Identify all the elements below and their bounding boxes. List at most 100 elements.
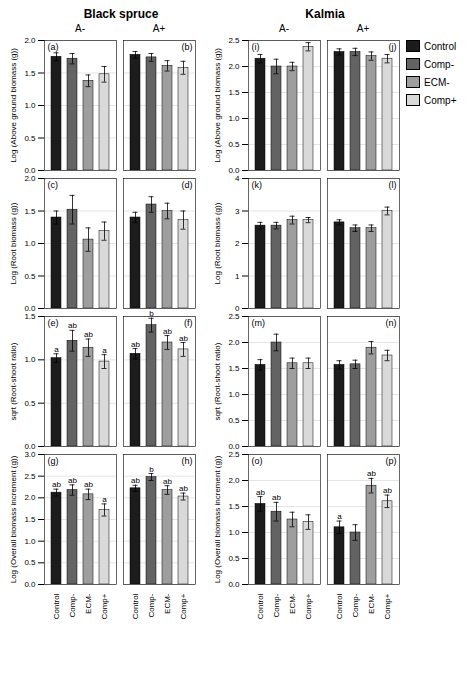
- svg-text:ECM-: ECM-: [288, 593, 297, 614]
- svg-text:ab: ab: [272, 493, 281, 502]
- svg-text:1.5: 1.5: [24, 515, 36, 524]
- svg-text:(i): (i): [252, 42, 260, 52]
- svg-text:0.5: 0.5: [24, 399, 36, 408]
- svg-text:ab: ab: [256, 488, 265, 497]
- svg-text:(h): (h): [182, 456, 193, 466]
- svg-text:Log (Above ground biomass (g)): Log (Above ground biomass (g)): [213, 48, 222, 163]
- svg-text:ab: ab: [131, 476, 140, 485]
- svg-text:2.5: 2.5: [24, 472, 36, 481]
- svg-text:0.0: 0.0: [24, 580, 36, 589]
- svg-text:3.0: 3.0: [24, 450, 36, 459]
- svg-text:Control: Control: [131, 593, 140, 619]
- svg-text:1: 1: [235, 272, 240, 281]
- svg-text:2.0: 2.0: [24, 174, 36, 183]
- svg-text:1.0: 1.0: [228, 528, 240, 537]
- svg-text:1.0: 1.0: [228, 114, 240, 123]
- svg-text:b: b: [149, 465, 154, 474]
- svg-text:Comp-: Comp-: [351, 593, 360, 617]
- svg-text:2.0: 2.0: [24, 493, 36, 502]
- svg-text:0.5: 0.5: [24, 272, 36, 281]
- svg-text:Control: Control: [335, 593, 344, 619]
- svg-text:ab: ab: [163, 477, 172, 486]
- svg-text:a: a: [54, 345, 59, 354]
- svg-text:ab: ab: [84, 330, 93, 339]
- svg-text:2.0: 2.0: [228, 338, 240, 347]
- svg-text:Log (Above ground biomass (g)): Log (Above ground biomass (g)): [9, 48, 18, 163]
- svg-text:2.5: 2.5: [228, 36, 240, 45]
- svg-text:(j): (j): [389, 42, 397, 52]
- svg-text:(f): (f): [184, 318, 193, 328]
- svg-text:2.0: 2.0: [24, 36, 36, 45]
- svg-text:2: 2: [235, 239, 240, 248]
- svg-text:Log (Overall biomass increment: Log (Overall biomass increment (g)): [9, 455, 18, 583]
- svg-text:Comp+: Comp+: [179, 593, 188, 619]
- svg-text:Comp-: Comp-: [272, 593, 281, 617]
- svg-text:ab: ab: [179, 334, 188, 343]
- svg-text:0.5: 0.5: [24, 558, 36, 567]
- svg-text:(d): (d): [182, 180, 193, 190]
- svg-text:1.5: 1.5: [228, 502, 240, 511]
- svg-text:a: a: [337, 512, 342, 521]
- svg-text:1.0: 1.0: [24, 101, 36, 110]
- svg-text:ab: ab: [68, 321, 77, 330]
- svg-text:1.5: 1.5: [24, 207, 36, 216]
- svg-text:0.5: 0.5: [24, 134, 36, 143]
- svg-text:sqrt (Root-shoot ratio): sqrt (Root-shoot ratio): [9, 342, 18, 420]
- svg-text:Control: Control: [256, 593, 265, 619]
- svg-text:1.0: 1.0: [24, 537, 36, 546]
- svg-text:ab: ab: [131, 340, 140, 349]
- svg-text:Control: Control: [52, 593, 61, 619]
- svg-text:1.5: 1.5: [228, 364, 240, 373]
- svg-text:ECM-: ECM-: [367, 593, 376, 614]
- svg-text:Comp+: Comp+: [383, 593, 392, 619]
- svg-text:1.5: 1.5: [24, 69, 36, 78]
- svg-text:1.5: 1.5: [24, 312, 36, 321]
- svg-text:a: a: [102, 346, 107, 355]
- svg-text:1.0: 1.0: [24, 355, 36, 364]
- svg-text:(c): (c): [48, 180, 59, 190]
- svg-text:(b): (b): [182, 42, 193, 52]
- svg-text:ab: ab: [68, 476, 77, 485]
- svg-text:ab: ab: [367, 469, 376, 478]
- svg-text:sqrt (Root-shoot ratio): sqrt (Root-shoot ratio): [213, 342, 222, 420]
- svg-text:2.5: 2.5: [228, 312, 240, 321]
- svg-text:4: 4: [235, 174, 240, 183]
- svg-text:2.0: 2.0: [228, 62, 240, 71]
- svg-text:0.5: 0.5: [228, 554, 240, 563]
- svg-text:ab: ab: [84, 480, 93, 489]
- svg-text:Comp+: Comp+: [304, 593, 313, 619]
- html-text:Black spruce: Black spruce: [83, 7, 159, 21]
- svg-text:Comp-: Comp-: [68, 593, 77, 617]
- svg-text:0.0: 0.0: [228, 580, 240, 589]
- svg-text:Comp+: Comp+: [100, 593, 109, 619]
- svg-text:ab: ab: [179, 484, 188, 493]
- svg-text:0.5: 0.5: [228, 416, 240, 425]
- svg-text:Log (Overall biomass increment: Log (Overall biomass increment (g)): [213, 455, 222, 583]
- svg-text:(l): (l): [389, 180, 397, 190]
- svg-text:1.0: 1.0: [228, 390, 240, 399]
- svg-text:3: 3: [235, 207, 240, 216]
- svg-text:(n): (n): [386, 318, 397, 328]
- svg-text:0.5: 0.5: [228, 140, 240, 149]
- svg-text:(p): (p): [386, 456, 397, 466]
- svg-text:Comp-: Comp-: [147, 593, 156, 617]
- svg-text:(m): (m): [252, 318, 266, 328]
- svg-text:ab: ab: [163, 327, 172, 336]
- svg-text:Log (Root biomass (g)): Log (Root biomass (g)): [9, 202, 18, 284]
- svg-text:ab: ab: [52, 480, 61, 489]
- svg-text:2.5: 2.5: [228, 450, 240, 459]
- svg-text:1.5: 1.5: [228, 88, 240, 97]
- svg-text:ECM-: ECM-: [163, 593, 172, 614]
- svg-text:(g): (g): [48, 456, 59, 466]
- svg-text:ab: ab: [383, 486, 392, 495]
- svg-text:(k): (k): [252, 180, 263, 190]
- svg-text:(e): (e): [48, 318, 59, 328]
- svg-text:(a): (a): [48, 42, 59, 52]
- svg-text:a: a: [102, 495, 107, 504]
- svg-text:b: b: [149, 309, 154, 318]
- svg-text:Log (Root biomass (g)): Log (Root biomass (g)): [213, 202, 222, 284]
- svg-text:(o): (o): [252, 456, 263, 466]
- svg-text:2.0: 2.0: [228, 476, 240, 485]
- svg-text:1.0: 1.0: [24, 239, 36, 248]
- svg-text:ECM-: ECM-: [84, 593, 93, 614]
